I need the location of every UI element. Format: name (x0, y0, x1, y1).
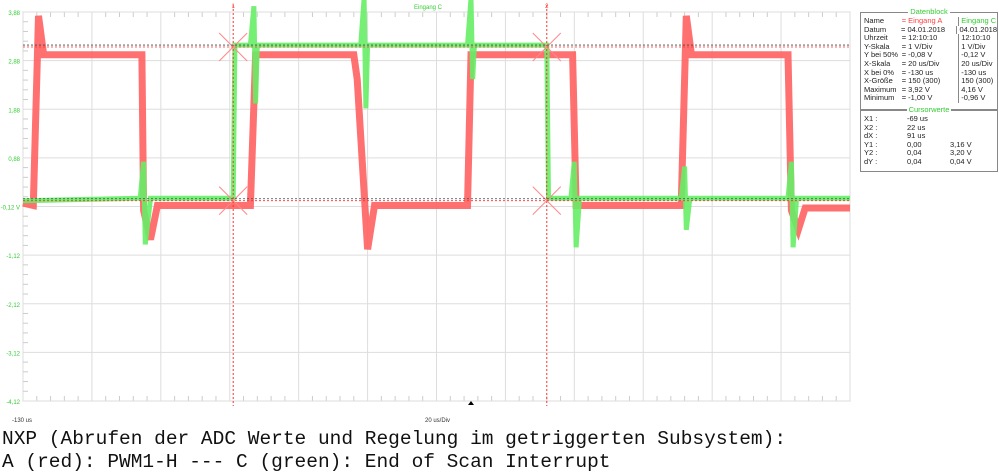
panel-cell: Y1 : (864, 139, 878, 149)
panel-cell: -0,12 V (958, 51, 997, 60)
panel-row: Maximum = 3,92 V 4,16 V (861, 84, 997, 95)
panel-cell: Maximum (864, 84, 897, 94)
panel-cell: X2 : (864, 122, 878, 132)
panel-cell: 0,04 V (950, 156, 972, 166)
panel-cell: Datum (864, 24, 887, 34)
y-tick-label: -2,12 (6, 303, 20, 309)
panel-cell: = 12:10:10 (901, 33, 938, 43)
panel-cell (947, 124, 990, 133)
panel-cell: 4,16 V (958, 85, 997, 95)
panel-cell: = 150 (300) (901, 76, 941, 86)
y-tick-label: 0,88 (8, 157, 20, 163)
panel-row: Uhrzeit = 12:10:10 12:10:10 (861, 34, 997, 43)
y-tick-label: 3,88 (8, 11, 20, 17)
series-eingang-c (22, 0, 850, 248)
panel-cell: Y-Skala (864, 41, 890, 51)
panel-row: Minimum = -1,00 V -0,96 V (861, 94, 997, 103)
panel-cell: X-Skala (864, 58, 891, 68)
datenblock-panel: Datenblock Name = Eingang A Eingang C Datum… (860, 7, 998, 110)
panel-cell: X-Größe (864, 76, 893, 86)
panel-row: X1 : -69 us (861, 114, 997, 124)
caption-line-2: A (red): PWM1-H --- C (green): End of Sc… (2, 451, 611, 473)
y-tick-label: 1,88 (8, 108, 20, 114)
y-tick-label: 2,88 (8, 60, 20, 66)
panel-cell: 12:10:10 (958, 34, 997, 43)
x-start-label: -130 us (12, 418, 32, 424)
panel-cell: 150 (300) (958, 77, 997, 86)
panel-cell: 0,04 (907, 156, 922, 166)
panel-cell: 20 us/Div (958, 59, 997, 69)
panel-cell: 3,16 V (950, 139, 972, 149)
panel-cell: = Eingang A (901, 16, 943, 25)
panel-cell: = -130 us (901, 67, 934, 77)
panel-cell: = -0,08 V (901, 50, 933, 60)
panel-cell: 1 V/Div (958, 42, 997, 52)
panel-row: dX : 91 us (861, 132, 997, 141)
panel-cell: = 04.01.2018 (900, 24, 945, 34)
y-tick-label: -3,12 (6, 351, 20, 357)
panel-cell: dX : (864, 131, 878, 141)
panel-cell: = 1 V/Div (901, 41, 933, 51)
y-tick-label: -4,12 (6, 400, 20, 406)
y-tick-label: -1,12 (6, 254, 20, 260)
trigger-marker (468, 401, 474, 405)
oscilloscope-plot: 3,88 2,88 1,88 0,88 -0,12 V -1,12 -2,12 -3,12 -4… (1, 0, 851, 424)
panel-cell: 0,00 (907, 139, 922, 149)
y-tick-label: -0,12 V (1, 206, 20, 212)
panel-cell: = -1,00 V (901, 93, 933, 103)
panel-cell: -69 us (907, 114, 928, 123)
datenblock-title: Datenblock (908, 7, 950, 16)
panel-cell: -0,96 V (958, 94, 997, 103)
panel-cell: X1 : (864, 114, 878, 123)
panel-row: Datum = 04.01.2018 04.01.2018 (861, 24, 997, 35)
panel-row: Y-Skala = 1 V/Div 1 V/Div (861, 41, 997, 52)
chart-title: Eingang C (414, 5, 443, 11)
panel-row: Y bei 50% = -0,08 V -0,12 V (861, 51, 997, 60)
panel-cell: 91 us (907, 131, 926, 141)
panel-cell: -130 us (958, 68, 997, 78)
panel-cell: Minimum (864, 93, 895, 103)
cursor-cross (532, 32, 562, 62)
caption-line-1: NXP (Abrufen der ADC Werte und Regelung … (2, 428, 787, 450)
panel-row: X2 : 22 us (861, 122, 997, 133)
panel-cell: 04.01.2018 (956, 25, 997, 35)
x-div-label: 20 us/Div (425, 418, 450, 424)
panel-row: Name = Eingang A Eingang C (861, 16, 997, 26)
cursor-cross (218, 186, 248, 216)
cursorwerte-title: Cursorwerte (906, 105, 952, 114)
panel-row: X bei 0% = -130 us -130 us (861, 67, 997, 78)
cursor-cross (218, 32, 248, 62)
panel-row: Y1 : 0,00 3,16 V (861, 139, 997, 150)
panel-cell: dY : (864, 156, 878, 166)
panel-row: dY : 0,04 0,04 V (861, 156, 997, 167)
series-eingang-a (22, 15, 850, 250)
panel-row: Y2 : 0,04 3,20 V (861, 149, 997, 158)
cursorwerte-panel: Cursorwerte X1 : -69 us X2 : 22 us dX : 91 us… (860, 105, 998, 172)
panel-row: X-Größe = 150 (300) 150 (300) (861, 77, 997, 86)
panel-cell: = 20 us/Div (901, 58, 940, 68)
panel-cell: Eingang C (958, 16, 997, 26)
cursor-x-label: 1 (232, 4, 236, 10)
panel-cell: Y2 : (864, 148, 878, 158)
cursor-x-label: 2 (545, 4, 549, 10)
panel-cell: Uhrzeit (864, 33, 888, 43)
panel-cell: = 3,92 V (901, 84, 930, 94)
cursor-cross (532, 186, 562, 216)
panel-cell: Name (864, 16, 885, 25)
panel-row: X-Skala = 20 us/Div 20 us/Div (861, 58, 997, 69)
panel-cell: Y bei 50% (864, 50, 899, 60)
panel-cell: 22 us (907, 122, 926, 132)
panel-cell: 3,20 V (950, 148, 972, 158)
panel-cell: X bei 0% (864, 67, 895, 77)
caption: NXP (Abrufen der ADC Werte und Regelung … (2, 428, 786, 474)
panel-cell: 0,04 (907, 148, 922, 158)
panel-cell (947, 115, 990, 124)
